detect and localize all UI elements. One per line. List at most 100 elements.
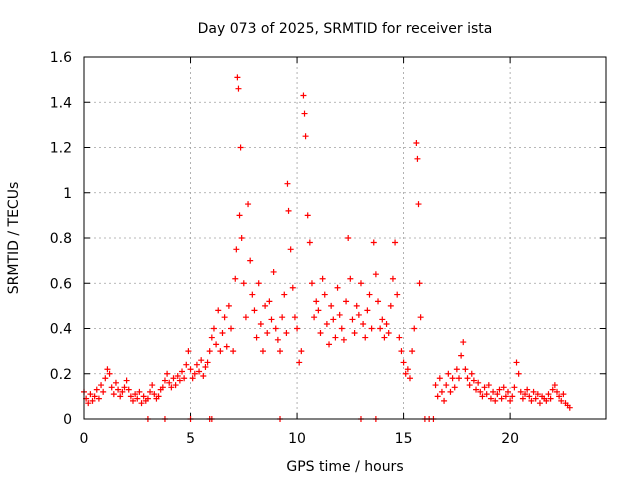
data-point bbox=[415, 201, 422, 208]
data-point bbox=[336, 311, 343, 318]
data-point bbox=[517, 388, 524, 395]
data-point bbox=[164, 370, 171, 377]
data-point bbox=[470, 377, 477, 384]
data-point bbox=[500, 384, 507, 391]
data-point bbox=[151, 391, 158, 398]
data-point bbox=[100, 388, 107, 395]
data-point bbox=[281, 291, 288, 298]
data-point bbox=[551, 382, 558, 389]
data-point bbox=[519, 395, 526, 402]
y-tick-label: 1 bbox=[63, 186, 72, 202]
data-point bbox=[110, 391, 117, 398]
data-point bbox=[547, 395, 554, 402]
data-point bbox=[125, 386, 132, 393]
data-point bbox=[549, 386, 556, 393]
data-point bbox=[219, 330, 226, 337]
data-point bbox=[172, 382, 179, 389]
data-point bbox=[283, 330, 290, 337]
y-tick-label: 1.4 bbox=[50, 95, 72, 111]
data-point bbox=[524, 386, 531, 393]
data-point bbox=[187, 366, 194, 373]
data-point bbox=[532, 395, 539, 402]
data-point bbox=[498, 395, 505, 402]
data-point bbox=[217, 348, 224, 355]
data-point bbox=[230, 348, 237, 355]
data-point bbox=[193, 361, 200, 368]
data-point bbox=[447, 388, 454, 395]
x-tick-label: 20 bbox=[501, 431, 519, 447]
data-point bbox=[255, 280, 262, 287]
data-point bbox=[449, 375, 456, 382]
data-point bbox=[85, 400, 92, 407]
data-point bbox=[379, 316, 386, 323]
data-point bbox=[507, 397, 514, 404]
data-point bbox=[285, 207, 292, 214]
data-point bbox=[455, 375, 462, 382]
data-point bbox=[149, 382, 156, 389]
data-point bbox=[400, 359, 407, 366]
data-point bbox=[509, 393, 516, 400]
data-point bbox=[298, 348, 305, 355]
data-point bbox=[262, 302, 269, 309]
data-point bbox=[481, 384, 488, 391]
data-point bbox=[268, 316, 275, 323]
data-point bbox=[385, 330, 392, 337]
data-point bbox=[106, 370, 113, 377]
data-point bbox=[515, 370, 522, 377]
data-point bbox=[98, 382, 105, 389]
data-point bbox=[460, 339, 467, 346]
data-point bbox=[414, 155, 421, 162]
data-point bbox=[155, 393, 162, 400]
data-point bbox=[364, 307, 371, 314]
x-tick-label: 10 bbox=[288, 431, 306, 447]
data-point bbox=[221, 314, 228, 321]
data-point bbox=[233, 246, 240, 253]
data-point bbox=[198, 357, 205, 364]
data-point bbox=[104, 366, 111, 373]
data-point bbox=[319, 275, 326, 282]
data-point bbox=[534, 391, 541, 398]
data-point bbox=[483, 391, 490, 398]
data-point bbox=[236, 212, 243, 219]
data-point bbox=[200, 373, 207, 380]
data-point bbox=[272, 325, 279, 332]
data-point bbox=[321, 291, 328, 298]
data-point bbox=[191, 370, 198, 377]
y-tick-label: 0.2 bbox=[50, 367, 72, 383]
data-point bbox=[291, 314, 298, 321]
data-point bbox=[355, 311, 362, 318]
data-point bbox=[396, 334, 403, 341]
data-point bbox=[451, 384, 458, 391]
data-point bbox=[434, 393, 441, 400]
data-point bbox=[294, 325, 301, 332]
data-point bbox=[93, 386, 100, 393]
data-point bbox=[330, 316, 337, 323]
x-tick-label: 0 bbox=[80, 431, 89, 447]
data-point bbox=[166, 379, 173, 386]
data-point bbox=[436, 375, 443, 382]
data-point bbox=[458, 352, 465, 359]
data-point bbox=[445, 370, 452, 377]
data-point bbox=[404, 366, 411, 373]
data-point bbox=[334, 284, 341, 291]
data-point bbox=[159, 384, 166, 391]
y-tick-label: 0.8 bbox=[50, 231, 72, 247]
data-point bbox=[392, 239, 399, 246]
data-point bbox=[264, 330, 271, 337]
data-point bbox=[479, 393, 486, 400]
y-tick-label: 0.6 bbox=[50, 276, 72, 292]
data-point bbox=[306, 239, 313, 246]
data-point bbox=[225, 302, 232, 309]
data-point bbox=[296, 359, 303, 366]
data-point bbox=[502, 393, 509, 400]
data-point bbox=[259, 348, 266, 355]
data-point bbox=[253, 334, 260, 341]
data-point bbox=[566, 404, 573, 411]
data-point bbox=[560, 391, 567, 398]
data-point bbox=[300, 92, 307, 99]
data-point bbox=[206, 348, 213, 355]
data-point bbox=[381, 334, 388, 341]
data-point bbox=[117, 393, 124, 400]
data-point bbox=[492, 397, 499, 404]
y-axis-label: SRMTID / TECUs bbox=[6, 182, 22, 295]
